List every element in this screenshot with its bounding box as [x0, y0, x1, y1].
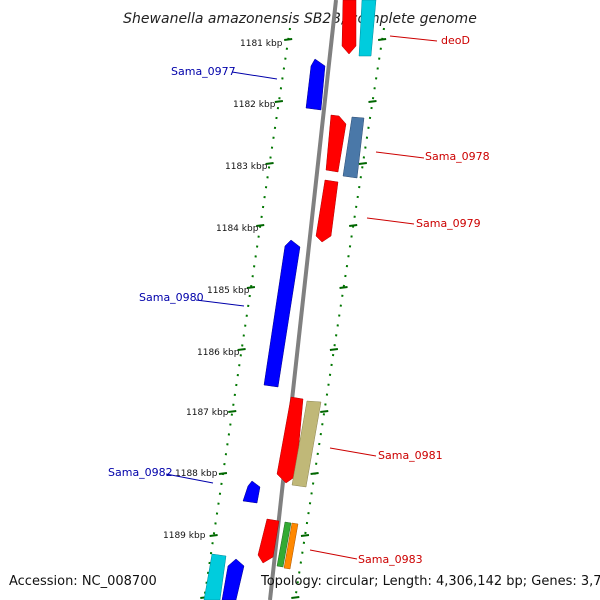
gene-label-sama-0978[interactable]: Sama_0978	[425, 150, 490, 163]
kbp-label: 1188 kbp	[175, 469, 218, 479]
label-connector	[195, 299, 245, 307]
gene-sama-0978-steelblue[interactable]	[342, 116, 365, 179]
gene-label-sama-0980[interactable]: Sama_0980	[139, 291, 204, 304]
label-connector	[389, 35, 438, 42]
tick-marks	[200, 38, 387, 599]
gene-sama-0983-red[interactable]	[257, 518, 280, 564]
gene-label-sama-0981[interactable]: Sama_0981	[378, 449, 443, 462]
tick-mark	[291, 596, 300, 599]
label-connector	[165, 473, 214, 484]
gene-label-sama-0982[interactable]: Sama_0982	[108, 466, 173, 479]
kbp-label: 1183 kbp	[225, 162, 268, 172]
gene-blue-bottom[interactable]	[221, 558, 245, 600]
tick-mark	[310, 472, 319, 475]
gene-cyan-bottom[interactable]	[203, 553, 227, 600]
gene-sama-0979-red[interactable]	[315, 179, 339, 243]
kbp-label: 1185 kbp	[207, 286, 250, 296]
gene-sama-0983-orange[interactable]	[283, 522, 299, 570]
tick-mark	[256, 224, 265, 227]
kbp-label: 1187 kbp	[186, 408, 229, 418]
gene-cyan-top[interactable]	[358, 0, 377, 57]
tick-mark	[237, 348, 246, 351]
kbp-label: 1189 kbp	[163, 531, 206, 541]
kbp-label: 1186 kbp	[197, 348, 240, 358]
gene-label-sama-0979[interactable]: Sama_0979	[416, 217, 481, 230]
tick-mark	[349, 224, 358, 227]
label-connector	[329, 447, 377, 457]
outer-dotted-rail	[294, 27, 385, 600]
gene-sama-0978-red[interactable]	[325, 114, 347, 173]
gene-sama-0981-khaki[interactable]	[291, 400, 322, 488]
label-connector	[309, 549, 358, 560]
tick-mark	[358, 162, 367, 165]
tick-mark	[300, 534, 310, 537]
gene-sama-0982-blue[interactable]	[242, 480, 261, 504]
accession-text: Accession: NC_008700	[9, 574, 157, 589]
tick-mark	[218, 472, 228, 475]
gene-sama-0977-blue[interactable]	[305, 58, 326, 111]
label-connector	[366, 217, 415, 225]
tick-mark	[284, 38, 293, 41]
label-connector	[375, 151, 425, 159]
tick-mark	[246, 286, 256, 289]
gene-deoD-red[interactable]	[341, 0, 357, 55]
kbp-label: 1181 kbp	[240, 39, 283, 49]
tick-mark	[228, 410, 237, 413]
map-title: Shewanella amazonensis SB2B, complete ge…	[123, 11, 477, 27]
tick-mark	[339, 286, 348, 289]
gene-sama-0983-green[interactable]	[276, 521, 292, 568]
tick-mark	[378, 38, 387, 41]
gene-label-deoD[interactable]: deoD	[441, 34, 470, 47]
kbp-label: 1184 kbp	[216, 224, 259, 234]
tick-mark	[209, 534, 218, 537]
tick-mark	[274, 100, 283, 103]
gene-sama-0980-blue[interactable]	[263, 239, 301, 388]
label-connector	[231, 71, 278, 80]
genome-summary-text: Topology: circular; Length: 4,306,142 bp…	[261, 574, 600, 589]
tick-mark	[320, 410, 329, 413]
tick-mark	[329, 348, 339, 351]
gene-label-sama-0983[interactable]: Sama_0983	[358, 553, 423, 566]
tick-mark	[265, 162, 274, 165]
kbp-label: 1182 kbp	[233, 100, 276, 110]
tick-mark	[368, 100, 377, 103]
gene-label-sama-0977[interactable]: Sama_0977	[171, 65, 236, 78]
genome-backbone	[268, 0, 338, 600]
